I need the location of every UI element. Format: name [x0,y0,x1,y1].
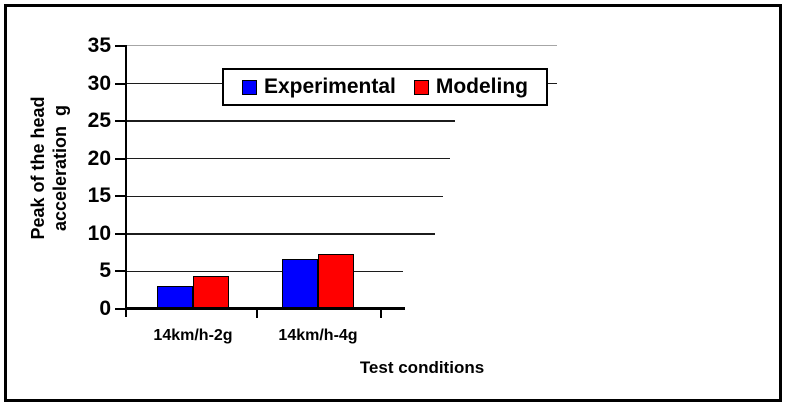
legend-label-experimental: Experimental [263,75,396,98]
legend-entry-experimental: Experimental [241,75,396,99]
bar-experimental-cat0 [157,286,193,309]
y-tick-label-5: 5 [99,259,111,283]
x-category-label-0: 14km/h-2g [153,327,233,344]
y-tick-label-15: 15 [87,184,111,208]
gridline-5 [127,270,403,273]
x-category-label-1: 14km/h-4g [278,327,358,344]
legend: Experimental Modeling [222,68,548,106]
legend-label-modeling: Modeling [435,75,529,98]
gridline-15 [127,195,443,198]
gridline-35 [127,45,557,47]
gridline-10 [127,233,435,235]
y-tick-mark-30 [115,82,125,85]
bar-modeling-cat0 [193,275,229,309]
legend-swatch-experimental-icon [241,79,257,95]
y-tick-mark-35 [115,45,125,47]
y-tick-mark-20 [115,157,125,160]
y-tick-mark-15 [115,195,125,198]
y-tick-mark-0 [115,308,125,310]
y-tick-label-30: 30 [87,71,111,95]
bar-experimental-cat1 [282,258,318,309]
x-tick-mark-0 [256,310,258,318]
gridline-25 [127,120,455,122]
legend-entry-modeling: Modeling [413,75,529,99]
x-tick-mark-1 [380,310,382,318]
y-tick-mark-25 [115,120,125,123]
y-tick-label-35: 35 [87,34,111,57]
bar-modeling-cat1 [318,254,354,309]
y-tick-mark-5 [115,270,125,273]
x-axis-title: Test conditions [359,358,485,377]
y-tick-label-20: 20 [87,146,111,170]
gridline-20 [127,157,450,160]
x-axis-line [125,307,405,310]
y-axis-title-line2: acceleration g [50,104,70,232]
y-axis-line [125,45,127,317]
y-tick-label-0: 0 [99,297,111,320]
y-axis-title-line1: Peak of the head [28,96,48,240]
legend-swatch-modeling-icon [413,79,429,95]
y-tick-mark-10 [115,232,125,235]
y-tick-label-10: 10 [87,221,111,245]
y-axis-title: Peak of the head acceleration g [27,35,73,301]
y-tick-label-25: 25 [87,109,111,133]
